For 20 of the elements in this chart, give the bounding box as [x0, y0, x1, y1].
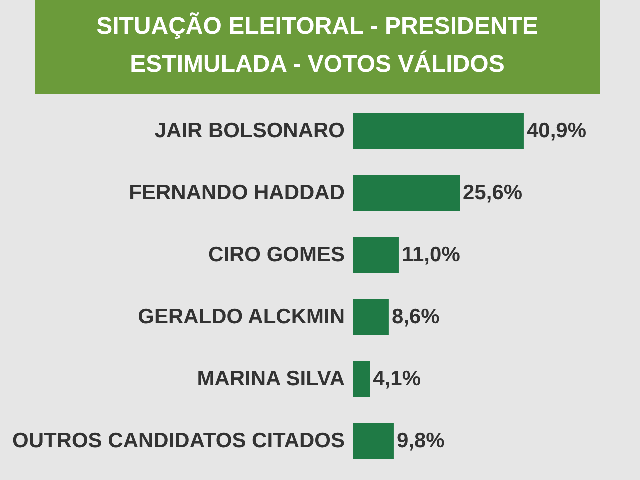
y-tick-label: OUTROS CANDIDATOS CITADOS	[12, 430, 345, 452]
bar	[353, 175, 460, 211]
data-label: 40,9%	[526, 120, 587, 142]
data-label: 8,6%	[392, 306, 440, 328]
bar	[353, 299, 389, 335]
data-label: 25,6%	[463, 182, 523, 204]
chart-subtitle: ESTIMULADA - VOTOS VÁLIDOS	[129, 50, 506, 80]
data-label: 11,0%	[402, 244, 461, 266]
bar	[353, 423, 394, 459]
data-label: 4,1%	[373, 368, 422, 390]
bar	[353, 361, 370, 397]
y-tick-label: JAIR BOLSONARO	[154, 120, 345, 142]
chart-title: SITUAÇÃO ELEITORAL - PRESIDENTE	[96, 12, 540, 42]
y-tick-label: CIRO GOMES	[208, 244, 345, 266]
data-label: 9,8%	[396, 430, 446, 452]
y-tick-label: GERALDO ALCKMIN	[138, 306, 345, 328]
bar	[353, 113, 524, 149]
y-tick-label: MARINA SILVA	[197, 368, 345, 390]
bar	[353, 237, 399, 273]
y-tick-label: FERNANDO HADDAD	[129, 182, 345, 204]
